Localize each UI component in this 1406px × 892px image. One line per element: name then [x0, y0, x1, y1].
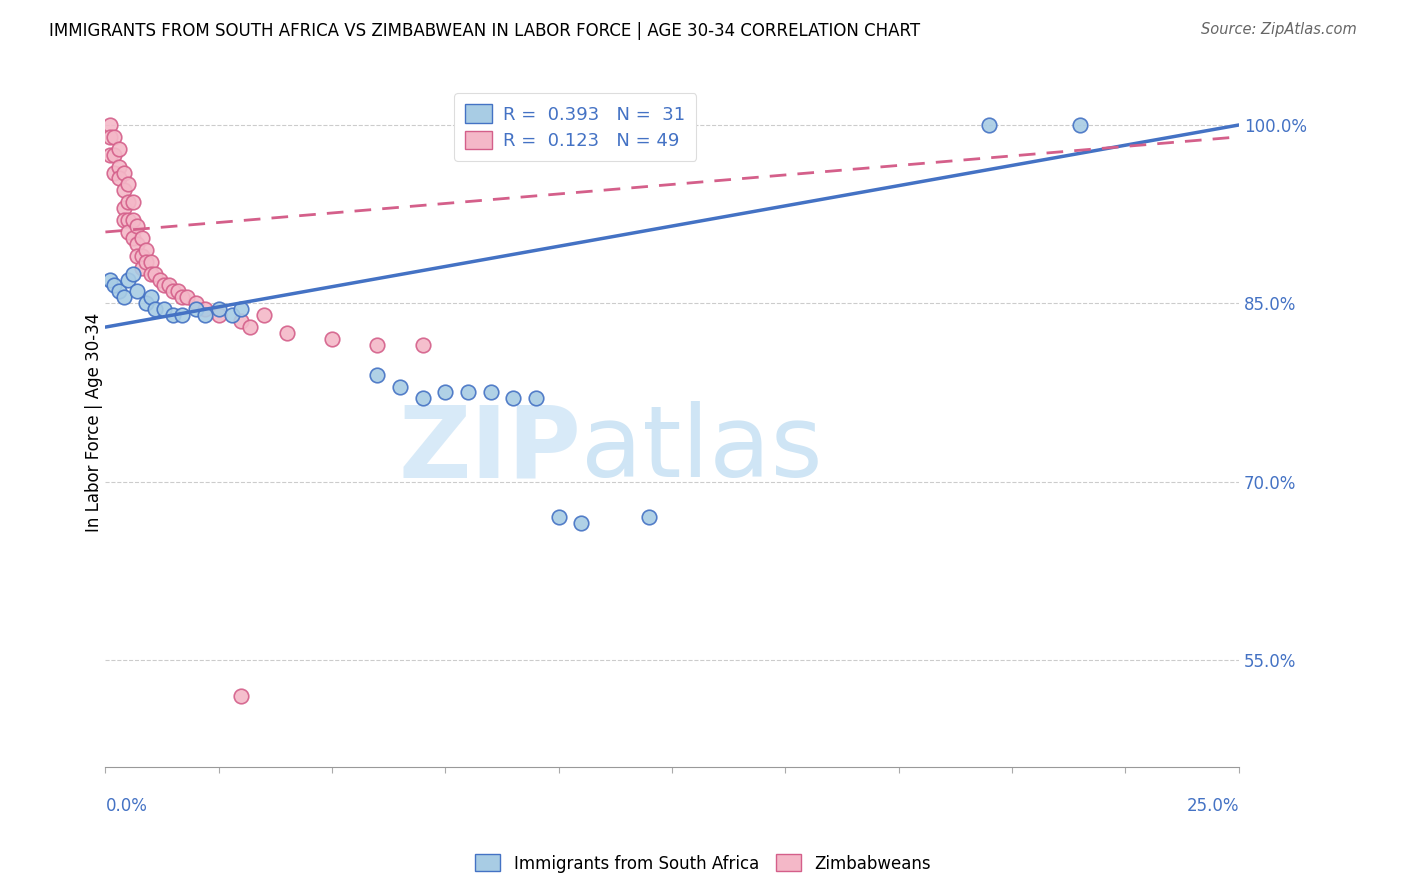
Point [127, 236, 149, 251]
Point [103, 147, 125, 161]
Point [98, 147, 121, 161]
Point [153, 278, 176, 293]
Text: IMMIGRANTS FROM SOUTH AFRICA VS ZIMBABWEAN IN LABOR FORCE | AGE 30-34 CORRELATIO: IMMIGRANTS FROM SOUTH AFRICA VS ZIMBABWE… [49, 22, 921, 40]
Point [239, 320, 262, 334]
Text: Source: ZipAtlas.com: Source: ZipAtlas.com [1201, 22, 1357, 37]
Text: 25.0%: 25.0% [1187, 797, 1239, 814]
Point [135, 243, 157, 257]
Point [502, 392, 524, 406]
Point [149, 272, 172, 286]
Point [98, 129, 121, 144]
Point [121, 267, 143, 281]
Point [127, 249, 149, 263]
Point [167, 285, 190, 299]
Point [979, 118, 1001, 132]
Point [117, 225, 139, 239]
Point [139, 267, 162, 281]
Point [103, 129, 125, 144]
Point [139, 254, 162, 268]
Point [194, 302, 217, 317]
Point [108, 285, 131, 299]
Legend: R =  0.393   N =  31, R =  0.123   N = 49: R = 0.393 N = 31, R = 0.123 N = 49 [454, 94, 696, 161]
Point [112, 290, 135, 304]
Point [131, 249, 153, 263]
Point [412, 392, 434, 406]
Point [98, 118, 121, 132]
Point [127, 285, 149, 299]
Point [117, 195, 139, 210]
Point [108, 142, 131, 156]
Point [479, 385, 502, 400]
Point [117, 178, 139, 192]
Point [127, 219, 149, 233]
Point [638, 510, 661, 524]
Point [139, 290, 162, 304]
Point [108, 171, 131, 186]
Point [143, 302, 166, 317]
Point [117, 213, 139, 227]
Point [176, 290, 198, 304]
Point [434, 385, 457, 400]
Point [276, 326, 298, 340]
Point [194, 308, 217, 322]
Point [412, 338, 434, 352]
Point [117, 272, 139, 286]
Point [231, 314, 253, 328]
Point [231, 302, 253, 317]
Point [253, 308, 276, 322]
Point [321, 332, 343, 346]
Point [157, 278, 180, 293]
Point [103, 165, 125, 179]
Point [103, 278, 125, 293]
Point [121, 231, 143, 245]
Point [112, 201, 135, 215]
Point [172, 290, 194, 304]
Point [135, 254, 157, 268]
Text: ZIP: ZIP [398, 401, 582, 499]
Point [524, 392, 547, 406]
Point [184, 296, 207, 310]
Point [112, 183, 135, 197]
Point [366, 368, 388, 382]
Point [162, 285, 184, 299]
Point [135, 296, 157, 310]
Point [121, 195, 143, 210]
Point [108, 160, 131, 174]
Point [571, 516, 593, 531]
Point [131, 260, 153, 275]
Point [389, 379, 412, 393]
Text: 0.0%: 0.0% [105, 797, 148, 814]
Text: atlas: atlas [582, 401, 823, 499]
Point [184, 302, 207, 317]
Point [172, 308, 194, 322]
Point [457, 385, 479, 400]
Point [162, 308, 184, 322]
Point [1069, 118, 1091, 132]
Point [131, 231, 153, 245]
Point [208, 302, 231, 317]
Legend: Immigrants from South Africa, Zimbabweans: Immigrants from South Africa, Zimbabwean… [468, 847, 938, 880]
Point [221, 308, 243, 322]
Point [121, 213, 143, 227]
Point [231, 689, 253, 703]
Point [547, 510, 569, 524]
Point [143, 267, 166, 281]
Point [153, 302, 176, 317]
Y-axis label: In Labor Force | Age 30-34: In Labor Force | Age 30-34 [86, 312, 103, 532]
Point [208, 308, 231, 322]
Point [98, 272, 121, 286]
Point [112, 213, 135, 227]
Point [112, 165, 135, 179]
Point [366, 338, 388, 352]
